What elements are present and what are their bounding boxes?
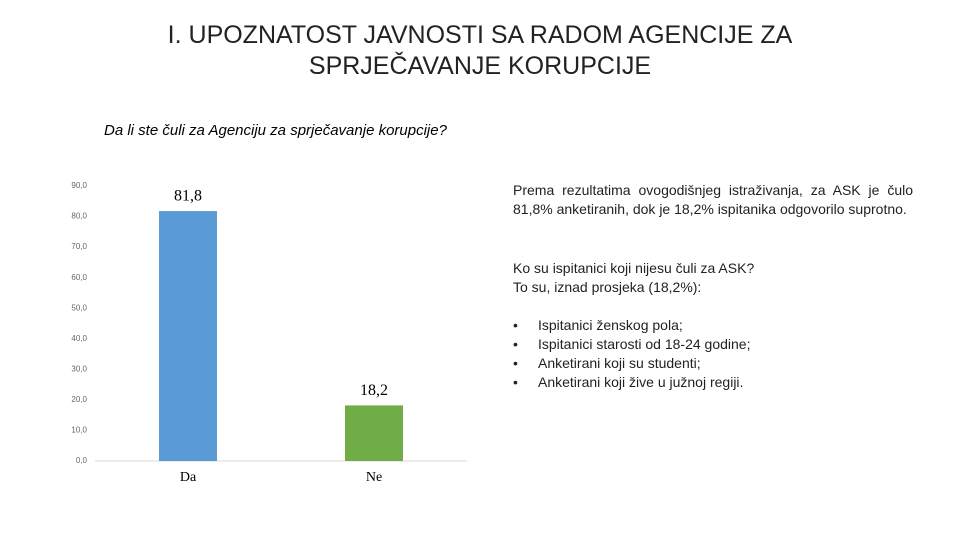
bullet: Anketirani koji žive u južnoj regiji. xyxy=(513,373,750,392)
bar xyxy=(159,211,217,461)
bullet: Ispitanici ženskog pola; xyxy=(513,316,750,335)
question: Ko su ispitanici koji nijesu čuli za ASK… xyxy=(513,259,754,297)
bullet: Ispitanici starosti od 18-24 godine; xyxy=(513,335,750,354)
paragraph: Prema rezultatima ovogodišnjeg istraživa… xyxy=(513,182,913,217)
y-tick-label: 10,0 xyxy=(71,426,87,435)
question-line: Ko su ispitanici koji nijesu čuli za ASK… xyxy=(513,260,755,276)
y-tick-label: 90,0 xyxy=(71,181,87,190)
slide-title: I. UPOZNATOST JAVNOSTI SA RADOM AGENCIJE… xyxy=(0,20,960,82)
bullet-list: Ispitanici ženskog pola; Ispitanici star… xyxy=(513,316,750,392)
y-tick-label: 60,0 xyxy=(71,273,87,282)
y-tick-label: 20,0 xyxy=(71,395,87,404)
y-tick-label: 80,0 xyxy=(71,212,87,221)
value-label: 18,2 xyxy=(360,382,388,399)
x-tick-label: Ne xyxy=(366,470,382,485)
y-tick-label: 0,0 xyxy=(76,456,88,465)
bullet: Anketirani koji su studenti; xyxy=(513,354,750,373)
x-tick-label: Da xyxy=(180,470,197,485)
title-line: SPRJEČAVANJE KORUPCIJE xyxy=(308,52,652,80)
title-line: I. UPOZNATOST JAVNOSTI SA RADOM AGENCIJE… xyxy=(167,21,793,49)
y-tick-label: 30,0 xyxy=(71,364,87,373)
chart-title: Da li ste čuli za Agenciju za sprječavan… xyxy=(104,122,447,139)
value-label: 81,8 xyxy=(174,188,202,205)
y-tick-label: 40,0 xyxy=(71,334,87,343)
y-tick-label: 70,0 xyxy=(71,242,87,251)
chart: 0,0 10,0 20,0 30,0 40,0 50,0 60,0 70,0 80,0 90,0 D… xyxy=(71,181,467,485)
y-tick-label: 50,0 xyxy=(71,303,87,312)
question-line: To su, iznad prosjeka (18,2%): xyxy=(513,279,702,295)
bar xyxy=(345,405,403,461)
